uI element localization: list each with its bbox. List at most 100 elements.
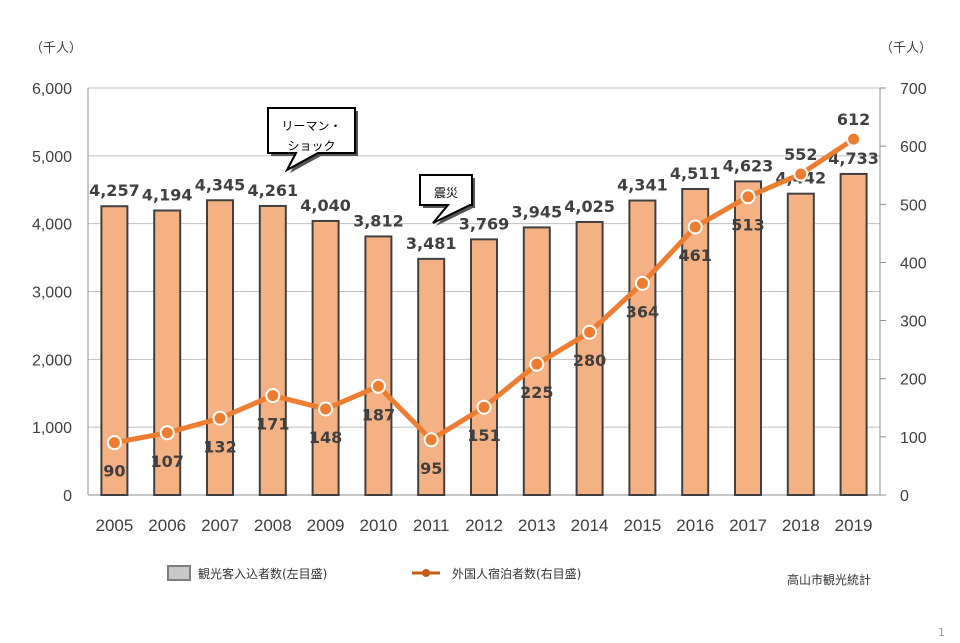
- x-tick-label: 2012: [465, 516, 503, 535]
- line-marker: [212, 410, 228, 426]
- bar: [100, 205, 129, 497]
- line-marker: [529, 356, 545, 372]
- bar: [417, 257, 446, 496]
- x-tick-label: 2005: [95, 516, 133, 535]
- line-data-label: 148: [309, 428, 342, 447]
- line-data-label: 364: [626, 302, 659, 321]
- callout-text: リーマン・: [281, 119, 341, 133]
- line-data-label: 225: [520, 383, 553, 402]
- left-tick-label: 3,000: [32, 285, 72, 302]
- line-data-label: 187: [362, 405, 395, 424]
- legend-swatch-marker: [422, 569, 430, 577]
- line-marker: [159, 425, 175, 441]
- right-tick-label: 200: [900, 372, 927, 389]
- line-data-label: 151: [467, 426, 500, 445]
- source-note: 高山市観光統計: [787, 572, 871, 587]
- x-tick-label: 2011: [413, 516, 450, 535]
- bar-data-label: 4,623: [723, 156, 774, 175]
- x-tick-label: 2016: [676, 516, 714, 535]
- line-data-label: 461: [678, 246, 711, 265]
- bar: [153, 209, 182, 497]
- left-tick-label: 0: [63, 488, 72, 505]
- left-tick-label: 2,000: [32, 352, 72, 369]
- bar: [839, 172, 868, 497]
- right-tick-label: 500: [900, 197, 927, 214]
- right-tick-label: 400: [900, 255, 927, 272]
- bar: [311, 219, 340, 496]
- bar-data-label: 4,025: [564, 197, 615, 216]
- line-data-label: 95: [420, 459, 442, 478]
- x-tick-label: 2015: [623, 516, 661, 535]
- x-tick-label: 2006: [148, 516, 186, 535]
- line-data-label: 552: [784, 145, 817, 164]
- line-marker: [370, 378, 386, 394]
- x-tick-label: 2010: [359, 516, 397, 535]
- line-data-label: 107: [150, 452, 183, 471]
- bar-data-label: 4,194: [142, 186, 193, 205]
- bar: [258, 204, 287, 497]
- bar: [364, 235, 393, 496]
- line-marker: [740, 189, 756, 205]
- right-tick-label: 0: [900, 488, 909, 505]
- bar-data-label: 4,345: [195, 175, 246, 194]
- bar-data-label: 4,040: [300, 196, 351, 215]
- line-data-label: 171: [256, 415, 289, 434]
- line-marker: [582, 324, 598, 340]
- left-tick-label: 4,000: [32, 217, 72, 234]
- left-axis-unit: （千人）: [30, 41, 82, 56]
- x-tick-label: 2017: [729, 516, 767, 535]
- x-tick-label: 2009: [307, 516, 345, 535]
- legend-label-line: 外国人宿泊者数(右目盛): [452, 566, 581, 581]
- right-tick-label: 600: [900, 139, 927, 156]
- bar-data-label: 3,769: [459, 214, 510, 233]
- x-tick-label: 2013: [518, 516, 556, 535]
- line-marker: [423, 432, 439, 448]
- bar-data-label: 4,257: [89, 181, 140, 200]
- bar-data-label: 4,511: [670, 164, 721, 183]
- line-data-label: 513: [731, 216, 764, 235]
- line-data-label: 90: [103, 462, 125, 481]
- line-marker: [634, 275, 650, 291]
- bar-data-label: 3,481: [406, 234, 457, 253]
- left-tick-label: 6,000: [32, 81, 72, 98]
- line-marker: [476, 399, 492, 415]
- line-marker: [106, 435, 122, 451]
- callout-box: [419, 174, 473, 224]
- line-marker: [846, 131, 862, 147]
- right-tick-label: 700: [900, 81, 927, 98]
- bar-data-label: 4,261: [247, 181, 298, 200]
- bar: [628, 199, 657, 497]
- line-data-label: 280: [573, 351, 606, 370]
- callout-box: [267, 107, 356, 173]
- bar: [470, 238, 498, 496]
- bar: [681, 188, 710, 496]
- bar-data-label: 4,733: [828, 149, 879, 168]
- line-data-label: 132: [203, 437, 236, 456]
- page-number: 1: [938, 626, 945, 639]
- x-tick-label: 2014: [571, 516, 609, 535]
- x-tick-label: 2019: [835, 516, 873, 535]
- right-tick-label: 300: [900, 314, 927, 331]
- right-tick-label: 100: [900, 430, 927, 447]
- x-tick-label: 2008: [254, 516, 292, 535]
- bar: [786, 192, 815, 496]
- x-tick-label: 2018: [782, 516, 820, 535]
- x-tick-label: 2007: [201, 516, 239, 535]
- line-marker: [265, 388, 281, 404]
- bar-data-label: 3,812: [353, 211, 404, 230]
- right-axis-unit: （千人）: [880, 41, 932, 56]
- bar: [734, 180, 762, 496]
- legend-label-bar: 観光客入込者数(左目盛): [198, 566, 327, 581]
- bar: [206, 199, 234, 496]
- line-marker: [687, 219, 703, 235]
- left-tick-label: 1,000: [32, 420, 72, 437]
- left-tick-label: 5,000: [32, 149, 72, 166]
- line-data-label: 612: [837, 110, 870, 129]
- callout-text: 震災: [434, 186, 458, 200]
- bar-data-label: 3,945: [511, 202, 562, 221]
- callout-text: ショック: [287, 139, 335, 153]
- bar-data-label: 4,341: [617, 176, 668, 195]
- line-marker: [793, 166, 809, 182]
- bar: [575, 220, 604, 497]
